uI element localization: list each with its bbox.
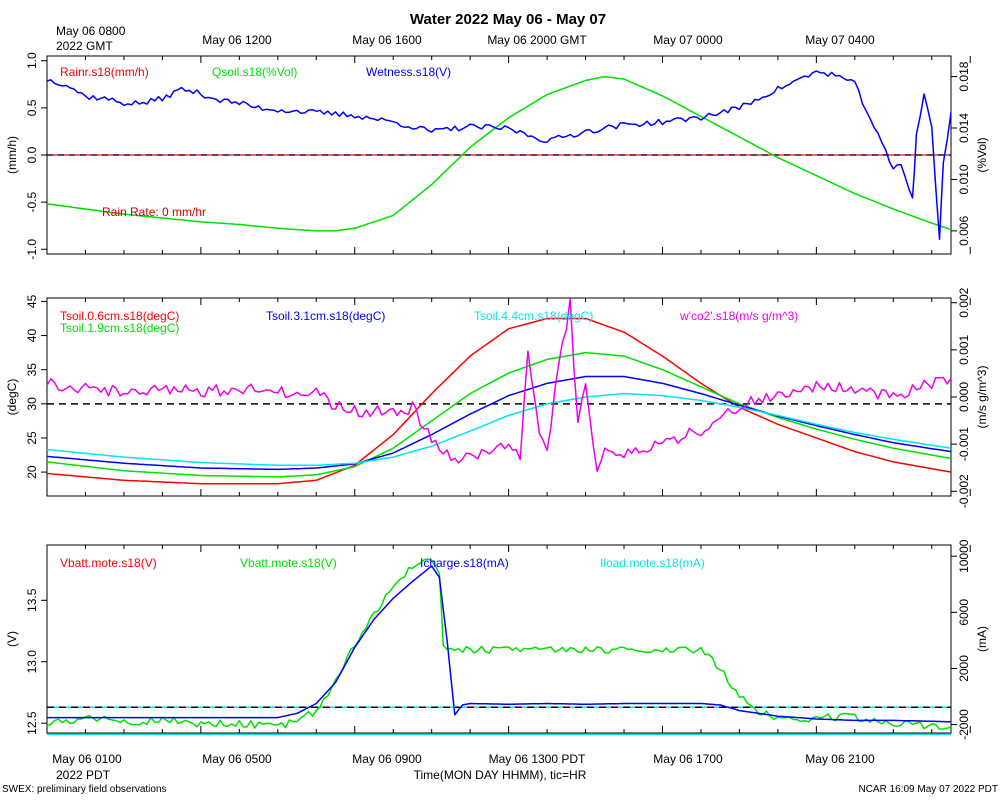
top-axis-year-label: 2022 GMT <box>56 39 113 53</box>
left-axis-label: (degC) <box>5 379 19 416</box>
series-line <box>46 75 952 232</box>
right-tick-label: 0.001 <box>957 335 971 365</box>
legend-entry: w'co2'.s18(m/s g/m^3) <box>679 309 798 323</box>
left-axis-label: (V) <box>5 631 19 647</box>
right-tick-label: 0.002 <box>957 287 971 317</box>
right-tick-label: 0.014 <box>957 113 971 143</box>
left-tick-label: 13.0 <box>25 650 39 674</box>
series-line <box>46 558 952 730</box>
battery-panel: 12.5 13.0 13.5 -2000 2000 6000 10000 (V) (mA)… <box>5 539 989 740</box>
left-tick-label: 12.5 <box>25 711 39 735</box>
left-tick-label: -0.5 <box>25 191 39 212</box>
left-tick-label: 30 <box>25 397 39 411</box>
legend-entry: Vbatt.mote.s18(V) <box>240 556 337 570</box>
right-tick-label: 0.018 <box>957 61 971 91</box>
legend-entry: Tsoil.1.9cm.s18(degC) <box>60 321 179 335</box>
left-tick-label: 13.5 <box>25 588 39 612</box>
footer-right: NCAR 16:09 May 07 2022 PDT <box>858 784 998 795</box>
top-axis-label: May 07 0000 <box>653 33 723 47</box>
right-tick-label: 0.006 <box>957 216 971 246</box>
top-axis-label: May 06 1200 <box>202 33 272 47</box>
series-line <box>46 317 952 485</box>
right-axis-ticks: -0.002 -0.001 0.000 0.001 0.002 <box>951 287 971 508</box>
water-panel: -1.0 -0.5 0.0 0.5 1.0 0.006 0.010 0.014 0.018 (… <box>5 52 989 260</box>
left-tick-label: 45 <box>25 294 39 308</box>
right-tick-label: -2000 <box>957 709 971 740</box>
right-tick-label: 6000 <box>957 599 971 626</box>
series-line <box>46 375 952 471</box>
left-tick-label: 25 <box>25 431 39 445</box>
left-tick-label: 20 <box>25 465 39 479</box>
legend-entry: Tsoil.0.6cm.s18(degC) <box>60 309 179 323</box>
right-tick-label: 0.010 <box>957 164 971 194</box>
rain-rate-annotation: Rain Rate: 0 mm/hr <box>102 205 206 219</box>
right-axis-ticks: -2000 2000 6000 10000 <box>951 539 971 740</box>
top-axis-label: May 06 1600 <box>352 33 422 47</box>
bottom-axis-label: May 06 0900 <box>352 752 422 766</box>
left-axis-ticks: 12.5 13.0 13.5 <box>25 588 47 735</box>
x-axis-ticks <box>84 56 971 254</box>
left-axis-label: (mm/h) <box>5 136 19 174</box>
top-axis-label: May 06 2000 GMT <box>487 33 587 47</box>
plot-frame <box>46 544 952 734</box>
right-tick-label: 0.000 <box>957 382 971 412</box>
left-tick-label: 1.0 <box>25 52 39 69</box>
x-axis-ticks <box>84 298 971 496</box>
right-axis-ticks: 0.006 0.010 0.014 0.018 <box>951 61 971 246</box>
soil-temperature-panel: 20 25 30 35 40 45 -0.002 -0.001 0.000 0.001 0.002… <box>5 287 989 508</box>
bottom-axis-label: May 06 0500 <box>202 752 272 766</box>
bottom-axis-label: May 06 1300 PDT <box>489 752 586 766</box>
right-tick-label: -0.002 <box>957 474 971 508</box>
right-tick-label: 10000 <box>957 539 971 573</box>
left-tick-label: 35 <box>25 363 39 377</box>
legend-entry: Iload.mote.s18(mA) <box>600 556 705 570</box>
left-tick-label: -1.0 <box>25 239 39 260</box>
right-axis-label: (m/s g/m^3) <box>975 366 989 429</box>
legend-entry: Icharge.s18(mA) <box>420 556 509 570</box>
x-axis-title: Time(MON DAY HHMM), tic=HR <box>414 768 587 782</box>
series-line <box>46 392 952 467</box>
legend-entry: Vbatt.mote.s18(V) <box>60 556 157 570</box>
right-tick-label: 2000 <box>957 655 971 682</box>
series-group <box>46 297 952 485</box>
legend-entry: Tsoil.4.4cm.s18(degC) <box>474 309 593 323</box>
series-line <box>46 70 952 241</box>
legend-entry: Qsoil.s18(%Vol) <box>212 65 297 79</box>
bottom-axis-label: May 06 1700 <box>653 752 723 766</box>
footer-left: SWEX: preliminary field observations <box>2 784 167 795</box>
legend-entry: Wetness.s18(V) <box>366 65 451 79</box>
top-axis-label: May 07 0400 <box>805 33 875 47</box>
legend-entry: Rainr.s18(mm/h) <box>60 65 149 79</box>
left-tick-label: 0.5 <box>25 99 39 116</box>
right-tick-label: -0.001 <box>957 427 971 461</box>
left-tick-label: 40 <box>25 329 39 343</box>
left-axis-ticks: 20 25 30 35 40 45 <box>25 294 47 479</box>
right-axis-label: (mA) <box>975 626 989 652</box>
series-group <box>46 558 952 736</box>
left-axis-ticks: -1.0 -0.5 0.0 0.5 1.0 <box>25 52 47 260</box>
x-axis-ticks <box>84 545 971 733</box>
left-tick-label: 0.0 <box>25 146 39 163</box>
bottom-axis-year-label: 2022 PDT <box>56 768 111 782</box>
series-line <box>47 565 952 723</box>
legend-entry: Tsoil.3.1cm.s18(degC) <box>266 309 385 323</box>
series-line <box>46 351 952 478</box>
top-axis-first-label: May 06 0800 <box>56 24 126 38</box>
chart-title: Water 2022 May 06 - May 07 <box>410 11 606 28</box>
bottom-axis-label: May 06 2100 <box>805 752 875 766</box>
series-group <box>46 70 952 241</box>
bottom-axis-label: May 06 0100 <box>52 752 122 766</box>
series-line <box>46 297 952 473</box>
right-axis-label: (%Vol) <box>975 137 989 172</box>
